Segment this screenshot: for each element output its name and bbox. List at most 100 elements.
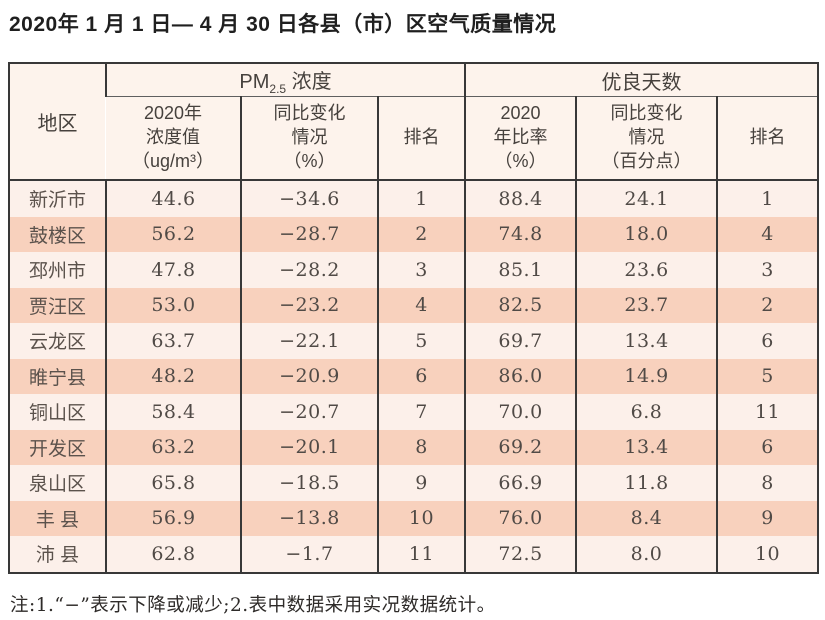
cell-pm-rank: 4: [376, 287, 466, 323]
cell-pm-rank: 11: [376, 536, 466, 573]
cell-good-change: 23.7: [575, 287, 718, 323]
cell-good-rate: 69.7: [464, 323, 577, 359]
table-body: 新沂市 44.6 −34.6 1 88.4 24.1 1 鼓楼区 56.2 −2…: [9, 180, 819, 573]
cell-good-change: 13.4: [575, 429, 718, 465]
cell-good-rank: 2: [716, 287, 819, 323]
cell-good-change: 6.8: [575, 394, 718, 430]
cell-good-rank: 10: [716, 536, 819, 573]
cell-pm-value: 65.8: [105, 465, 241, 501]
col-header-good-change: 同比变化 情况 （百分点）: [575, 96, 718, 181]
cell-good-rank: 3: [716, 252, 819, 288]
cell-good-rate: 82.5: [464, 287, 577, 323]
page-title: 2020年 1 月 1 日— 4 月 30 日各县（市）区空气质量情况: [9, 13, 557, 36]
table-header: 地区 PM2.5 浓度 优良天数 2020年 浓度值 （ug/m³） 同比变化 …: [9, 63, 819, 181]
table-row: 睢宁县 48.2 −20.9 6 86.0 14.9 5: [9, 358, 819, 394]
cell-good-rate: 76.0: [464, 500, 577, 536]
cell-pm-value: 56.9: [105, 500, 241, 536]
cell-good-rank: 6: [716, 429, 819, 465]
cell-good-change: 11.8: [575, 465, 718, 501]
table-row: 沛 县 62.8 −1.7 11 72.5 8.0 10: [9, 536, 819, 573]
pm25-label-prefix: PM: [239, 70, 270, 93]
cell-pm-value: 53.0: [105, 287, 241, 323]
cell-good-change: 8.4: [575, 500, 718, 536]
cell-pm-rank: 7: [376, 394, 466, 430]
cell-good-change: 8.0: [575, 536, 718, 573]
cell-good-rank: 4: [716, 216, 819, 252]
col-group-good-days: 优良天数: [464, 63, 819, 97]
cell-pm-change: −28.2: [240, 252, 378, 288]
cell-pm-value: 44.6: [105, 180, 241, 217]
cell-good-rank: 9: [716, 500, 819, 536]
cell-pm-change: −20.9: [240, 358, 378, 394]
table-row: 新沂市 44.6 −34.6 1 88.4 24.1 1: [9, 180, 819, 217]
cell-pm-value: 47.8: [105, 252, 241, 288]
cell-pm-change: −20.7: [240, 394, 378, 430]
cell-pm-value: 63.7: [105, 323, 241, 359]
cell-pm-change: −28.7: [240, 216, 378, 252]
table-row: 铜山区 58.4 −20.7 7 70.0 6.8 11: [9, 394, 819, 430]
col-header-pm-change: 同比变化 情况 （%）: [240, 96, 378, 181]
cell-pm-rank: 1: [376, 180, 466, 217]
cell-pm-change: −22.1: [240, 323, 378, 359]
cell-region: 泉山区: [28, 474, 86, 496]
cell-region: 鼓楼区: [28, 225, 86, 247]
cell-pm-change: −23.2: [240, 287, 378, 323]
cell-pm-rank: 10: [376, 500, 466, 536]
table-row: 鼓楼区 56.2 −28.7 2 74.8 18.0 4: [9, 216, 819, 252]
table-row: 云龙区 63.7 −22.1 5 69.7 13.4 6: [9, 323, 819, 359]
cell-good-rate: 66.9: [464, 465, 577, 501]
pm25-label-subscript: 2.5: [269, 81, 287, 96]
air-quality-table: 地区 PM2.5 浓度 优良天数 2020年 浓度值 （ug/m³） 同比变化 …: [8, 62, 820, 574]
cell-region: 新沂市: [28, 190, 86, 212]
cell-pm-change: −1.7: [240, 536, 378, 573]
cell-good-rate: 74.8: [464, 216, 577, 252]
col-header-pm-rank: 排名: [376, 96, 466, 181]
table-row: 开发区 63.2 −20.1 8 69.2 13.4 6: [9, 429, 819, 465]
col-header-good-rank: 排名: [716, 96, 819, 181]
cell-pm-value: 56.2: [105, 216, 241, 252]
col-header-region: 地区: [9, 63, 106, 181]
cell-good-change: 24.1: [575, 180, 718, 217]
pm25-label-suffix: 浓度: [286, 70, 332, 93]
cell-good-rate: 72.5: [464, 536, 577, 573]
col-header-pm-value: 2020年 浓度值 （ug/m³）: [106, 96, 241, 181]
cell-good-rate: 86.0: [464, 358, 577, 394]
cell-good-change: 13.4: [575, 323, 718, 359]
cell-good-change: 14.9: [575, 358, 718, 394]
cell-pm-rank: 9: [376, 465, 466, 501]
cell-pm-value: 63.2: [105, 429, 241, 465]
cell-good-rank: 1: [716, 180, 819, 217]
cell-good-change: 18.0: [575, 216, 718, 252]
cell-good-rate: 85.1: [464, 252, 577, 288]
col-group-pm25: PM2.5 浓度: [104, 63, 466, 97]
cell-good-rank: 6: [716, 323, 819, 359]
cell-region: 云龙区: [28, 332, 86, 354]
cell-pm-change: −13.8: [240, 500, 378, 536]
table-row: 丰 县 56.9 −13.8 10 76.0 8.4 9: [9, 500, 819, 536]
cell-good-rate: 70.0: [464, 394, 577, 430]
header-group-row: 地区 PM2.5 浓度 优良天数: [9, 63, 819, 181]
cell-good-rate: 69.2: [464, 429, 577, 465]
cell-region: 贾汪区: [28, 296, 86, 318]
cell-pm-rank: 8: [376, 429, 466, 465]
cell-pm-change: −20.1: [240, 429, 378, 465]
cell-pm-rank: 5: [376, 323, 466, 359]
col-header-good-rate: 2020 年比率 （%）: [464, 96, 577, 181]
table-row: 邳州市 47.8 −28.2 3 85.1 23.6 3: [9, 252, 819, 288]
table-row: 贾汪区 53.0 −23.2 4 82.5 23.7 2: [9, 287, 819, 323]
cell-good-rank: 8: [716, 465, 819, 501]
cell-region: 铜山区: [28, 403, 86, 425]
cell-region: 邳州市: [28, 261, 86, 283]
cell-region: 丰 县: [35, 509, 80, 531]
cell-good-rank: 5: [716, 358, 819, 394]
cell-pm-value: 58.4: [105, 394, 241, 430]
cell-good-change: 23.6: [575, 252, 718, 288]
cell-pm-rank: 6: [376, 358, 466, 394]
footnote: 注:1.“−”表示下降或减少;2.表中数据采用实况数据统计。: [10, 594, 496, 616]
cell-pm-value: 62.8: [105, 536, 241, 573]
cell-good-rate: 88.4: [464, 180, 577, 217]
table-row: 泉山区 65.8 −18.5 9 66.9 11.8 8: [9, 465, 819, 501]
cell-pm-change: −18.5: [240, 465, 378, 501]
cell-pm-change: −34.6: [240, 180, 378, 217]
